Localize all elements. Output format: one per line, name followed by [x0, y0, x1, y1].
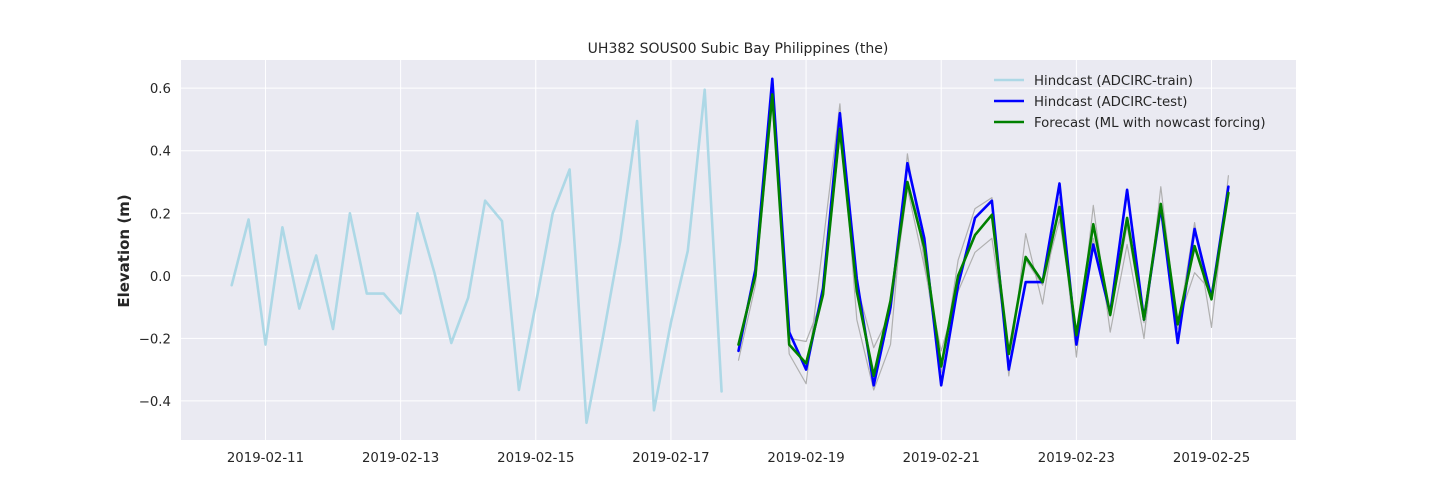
x-tick-label: 2019-02-17 — [632, 451, 709, 466]
series-line-forecast-ml-with-nowcast-forcing — [737, 93, 1230, 378]
x-tick-label: 2019-02-21 — [903, 451, 980, 466]
legend-item-hindcast-adcirc-train: Hindcast (ADCIRC-train) — [994, 74, 1193, 89]
x-tick-label: 2019-02-11 — [227, 451, 304, 466]
plot-area — [181, 60, 1296, 440]
x-tick-label: 2019-02-23 — [1038, 451, 1115, 466]
y-tick-label: 0.6 — [150, 82, 171, 97]
x-gridlines — [264, 60, 1213, 440]
legend-label: Hindcast (ADCIRC-test) — [1034, 95, 1188, 110]
y-axis-label: Elevation (m) — [115, 194, 133, 307]
legend-label: Forecast (ML with nowcast forcing) — [1034, 116, 1266, 131]
x-tick-label: 2019-02-25 — [1173, 451, 1250, 466]
x-tick-label: 2019-02-19 — [767, 451, 844, 466]
y-tick-labels: 0.6 0.4 0.2 0.0 −0.2 −0.4 — [139, 82, 171, 410]
legend-item-hindcast-adcirc-test: Hindcast (ADCIRC-test) — [994, 95, 1188, 110]
y-tick-label: −0.2 — [139, 332, 171, 347]
legend: Hindcast (ADCIRC-train) Hindcast (ADCIRC-… — [994, 74, 1266, 131]
y-tick-label: −0.4 — [139, 395, 171, 410]
y-tick-label: 0.4 — [150, 145, 171, 160]
x-tick-label: 2019-02-15 — [497, 451, 574, 466]
series-line-hindcast-adcirc-train — [230, 88, 723, 425]
y-tick-label: 0.0 — [150, 270, 171, 285]
legend-item-forecast-ml-with-nowcast-forcing: Forecast (ML with nowcast forcing) — [994, 116, 1266, 131]
x-tick-label: 2019-02-13 — [362, 451, 439, 466]
series-layer — [230, 77, 1230, 425]
y-gridlines — [181, 87, 1296, 402]
x-tick-labels: 2019-02-11 2019-02-13 2019-02-15 2019-02-17… — [227, 451, 1250, 466]
y-tick-label: 0.2 — [150, 207, 171, 222]
chart-title: UH382 SOUS00 Subic Bay Philippines (the) — [588, 41, 889, 57]
legend-label: Hindcast (ADCIRC-train) — [1034, 74, 1193, 89]
